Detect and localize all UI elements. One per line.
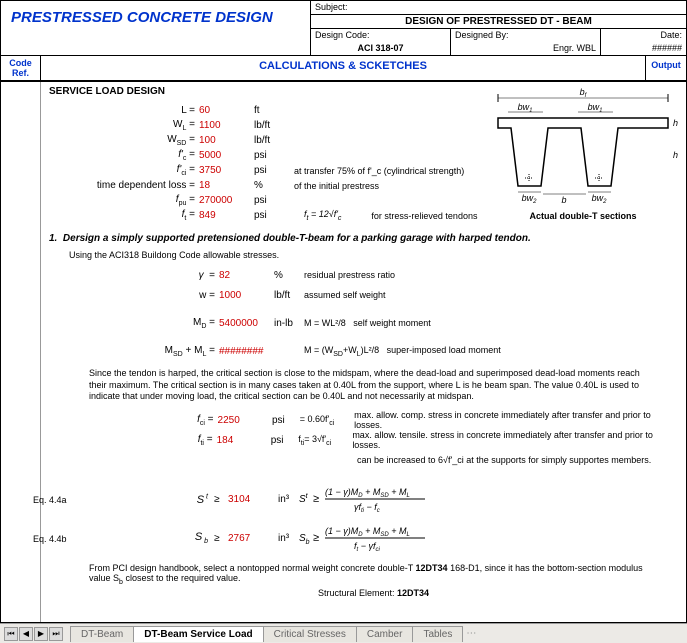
svg-text:(1 − γ)MD + MSD + ML: (1 − γ)MD + MSD + ML (325, 487, 410, 499)
content: SERVICE LOAD DESIGN bf bw1 bw1 hf h bw2 (41, 82, 686, 622)
tab-nav-buttons: ⏮ ◀ ▶ ⏭ (4, 627, 64, 641)
design-code-label: Design Code: (311, 29, 451, 42)
diagram-svg: bf bw1 bw1 hf h bw2 bw2 b (488, 86, 678, 206)
svg-text:≥: ≥ (313, 532, 319, 544)
calc-header: Code Ref. CALCULATIONS & SCKETCHES Outpu… (1, 56, 686, 82)
structural-element: Structural Element: 12DT34 (89, 588, 658, 598)
param-fci2: fci = 2250 psi = 0.60f'ci max. allow. co… (69, 411, 678, 429)
calc-title: CALCULATIONS & SCKETCHES (41, 56, 646, 80)
tab-options-icon[interactable]: ⋯ (466, 628, 476, 639)
design-title: DESIGN OF PRESTRESSED DT - BEAM (311, 15, 686, 29)
critical-section-note: Since the tendon is harped, the critical… (89, 368, 658, 403)
formula-Sb: Sb ≥ (1 − γ)MD + MSD + ML ft − γfci (299, 522, 429, 555)
using-text: Using the ACI318 Buildong Code allowable… (69, 250, 678, 260)
svg-text:γfti − fc: γfti − fc (354, 502, 380, 513)
svg-text:hf: hf (673, 118, 678, 130)
param-MSDML: MSD + ML = ######## M = (WSD+WL)L²/8 sup… (69, 342, 678, 360)
header-right: Subject: DESIGN OF PRESTRESSED DT - BEAM… (311, 1, 686, 55)
subject-label: Subject: (311, 1, 352, 14)
dt-section-diagram: bf bw1 bw1 hf h bw2 bw2 b (488, 86, 678, 221)
eq-ref-St: Eq. 4.4a (33, 495, 67, 505)
svg-text:ft − γfci: ft − γfci (354, 541, 380, 552)
final-text: From PCI design handbook, select a nonto… (89, 563, 658, 586)
param-w: w = 1000 lb/ft assumed self weight (69, 286, 678, 304)
formula-St: St ≥ (1 − γ)MD + MSD + ML γfti − fc (299, 483, 429, 516)
date-label: Date: (601, 29, 686, 42)
header: PRESTRESSED CONCRETE DESIGN Subject: DES… (1, 1, 686, 56)
svg-text:h: h (673, 150, 678, 160)
svg-text:bw2: bw2 (522, 193, 538, 205)
svg-text:bw2: bw2 (592, 193, 608, 205)
sheet-tabs-bar: ⏮ ◀ ▶ ⏭ DT-Beam DT-Beam Service Load Cri… (0, 623, 687, 643)
subject-row: Subject: (311, 1, 686, 15)
tab-nav-last[interactable]: ⏭ (49, 627, 63, 641)
param-MD: MD = 5400000 in-lb M = WL²/8 self weight… (69, 314, 678, 332)
param-fti: fti = 184 psi fti= 3√f'ci max. allow. te… (69, 431, 678, 449)
svg-text:Sb: Sb (299, 533, 310, 546)
meta-labels: Design Code: Designed By: Date: (311, 29, 686, 42)
meta-values: ACI 318-07 Engr. WBL ###### (311, 42, 686, 55)
svg-text:bf: bf (580, 87, 588, 99)
svg-text:≥: ≥ (313, 493, 319, 505)
extra-note: can be increased to 6√f'_ci at the suppo… (69, 451, 678, 469)
main-title: PRESTRESSED CONCRETE DESIGN (11, 9, 310, 26)
param-gamma: γ = 82 % residual prestress ratio (69, 266, 678, 284)
tab-nav-next[interactable]: ▶ (34, 627, 48, 641)
design-code-value: ACI 318-07 (311, 42, 451, 55)
svg-text:(1 − γ)MD + MSD + ML: (1 − γ)MD + MSD + ML (325, 526, 410, 538)
spreadsheet-document: PRESTRESSED CONCRETE DESIGN Subject: DES… (0, 0, 687, 623)
header-left: PRESTRESSED CONCRETE DESIGN (1, 1, 311, 55)
problem-statement: 1. Dersign a simply supported pretension… (49, 233, 678, 244)
body: SERVICE LOAD DESIGN bf bw1 bw1 hf h bw2 (1, 82, 686, 622)
diagram-caption: Actual double-T sections (488, 211, 678, 221)
eq-ref-Sb: Eq. 4.4b (33, 534, 67, 544)
tab-nav-prev[interactable]: ◀ (19, 627, 33, 641)
tab-nav-first[interactable]: ⏮ (4, 627, 18, 641)
designed-by-label: Designed By: (451, 29, 601, 42)
svg-text:St: St (299, 493, 309, 505)
designed-by-value: Engr. WBL (451, 42, 601, 55)
output-label: Output (646, 56, 686, 80)
svg-text:b: b (561, 195, 566, 205)
date-value: ###### (601, 42, 686, 55)
eq-Sb: Eq. 4.4b S b ≥ 2767 in³ Sb ≥ (1 − γ)MD +… (69, 522, 678, 555)
eq-St: Eq. 4.4a S t ≥ 3104 in³ St ≥ (1 − γ)MD +… (69, 483, 678, 516)
code-ref-label: Code Ref. (1, 56, 41, 80)
